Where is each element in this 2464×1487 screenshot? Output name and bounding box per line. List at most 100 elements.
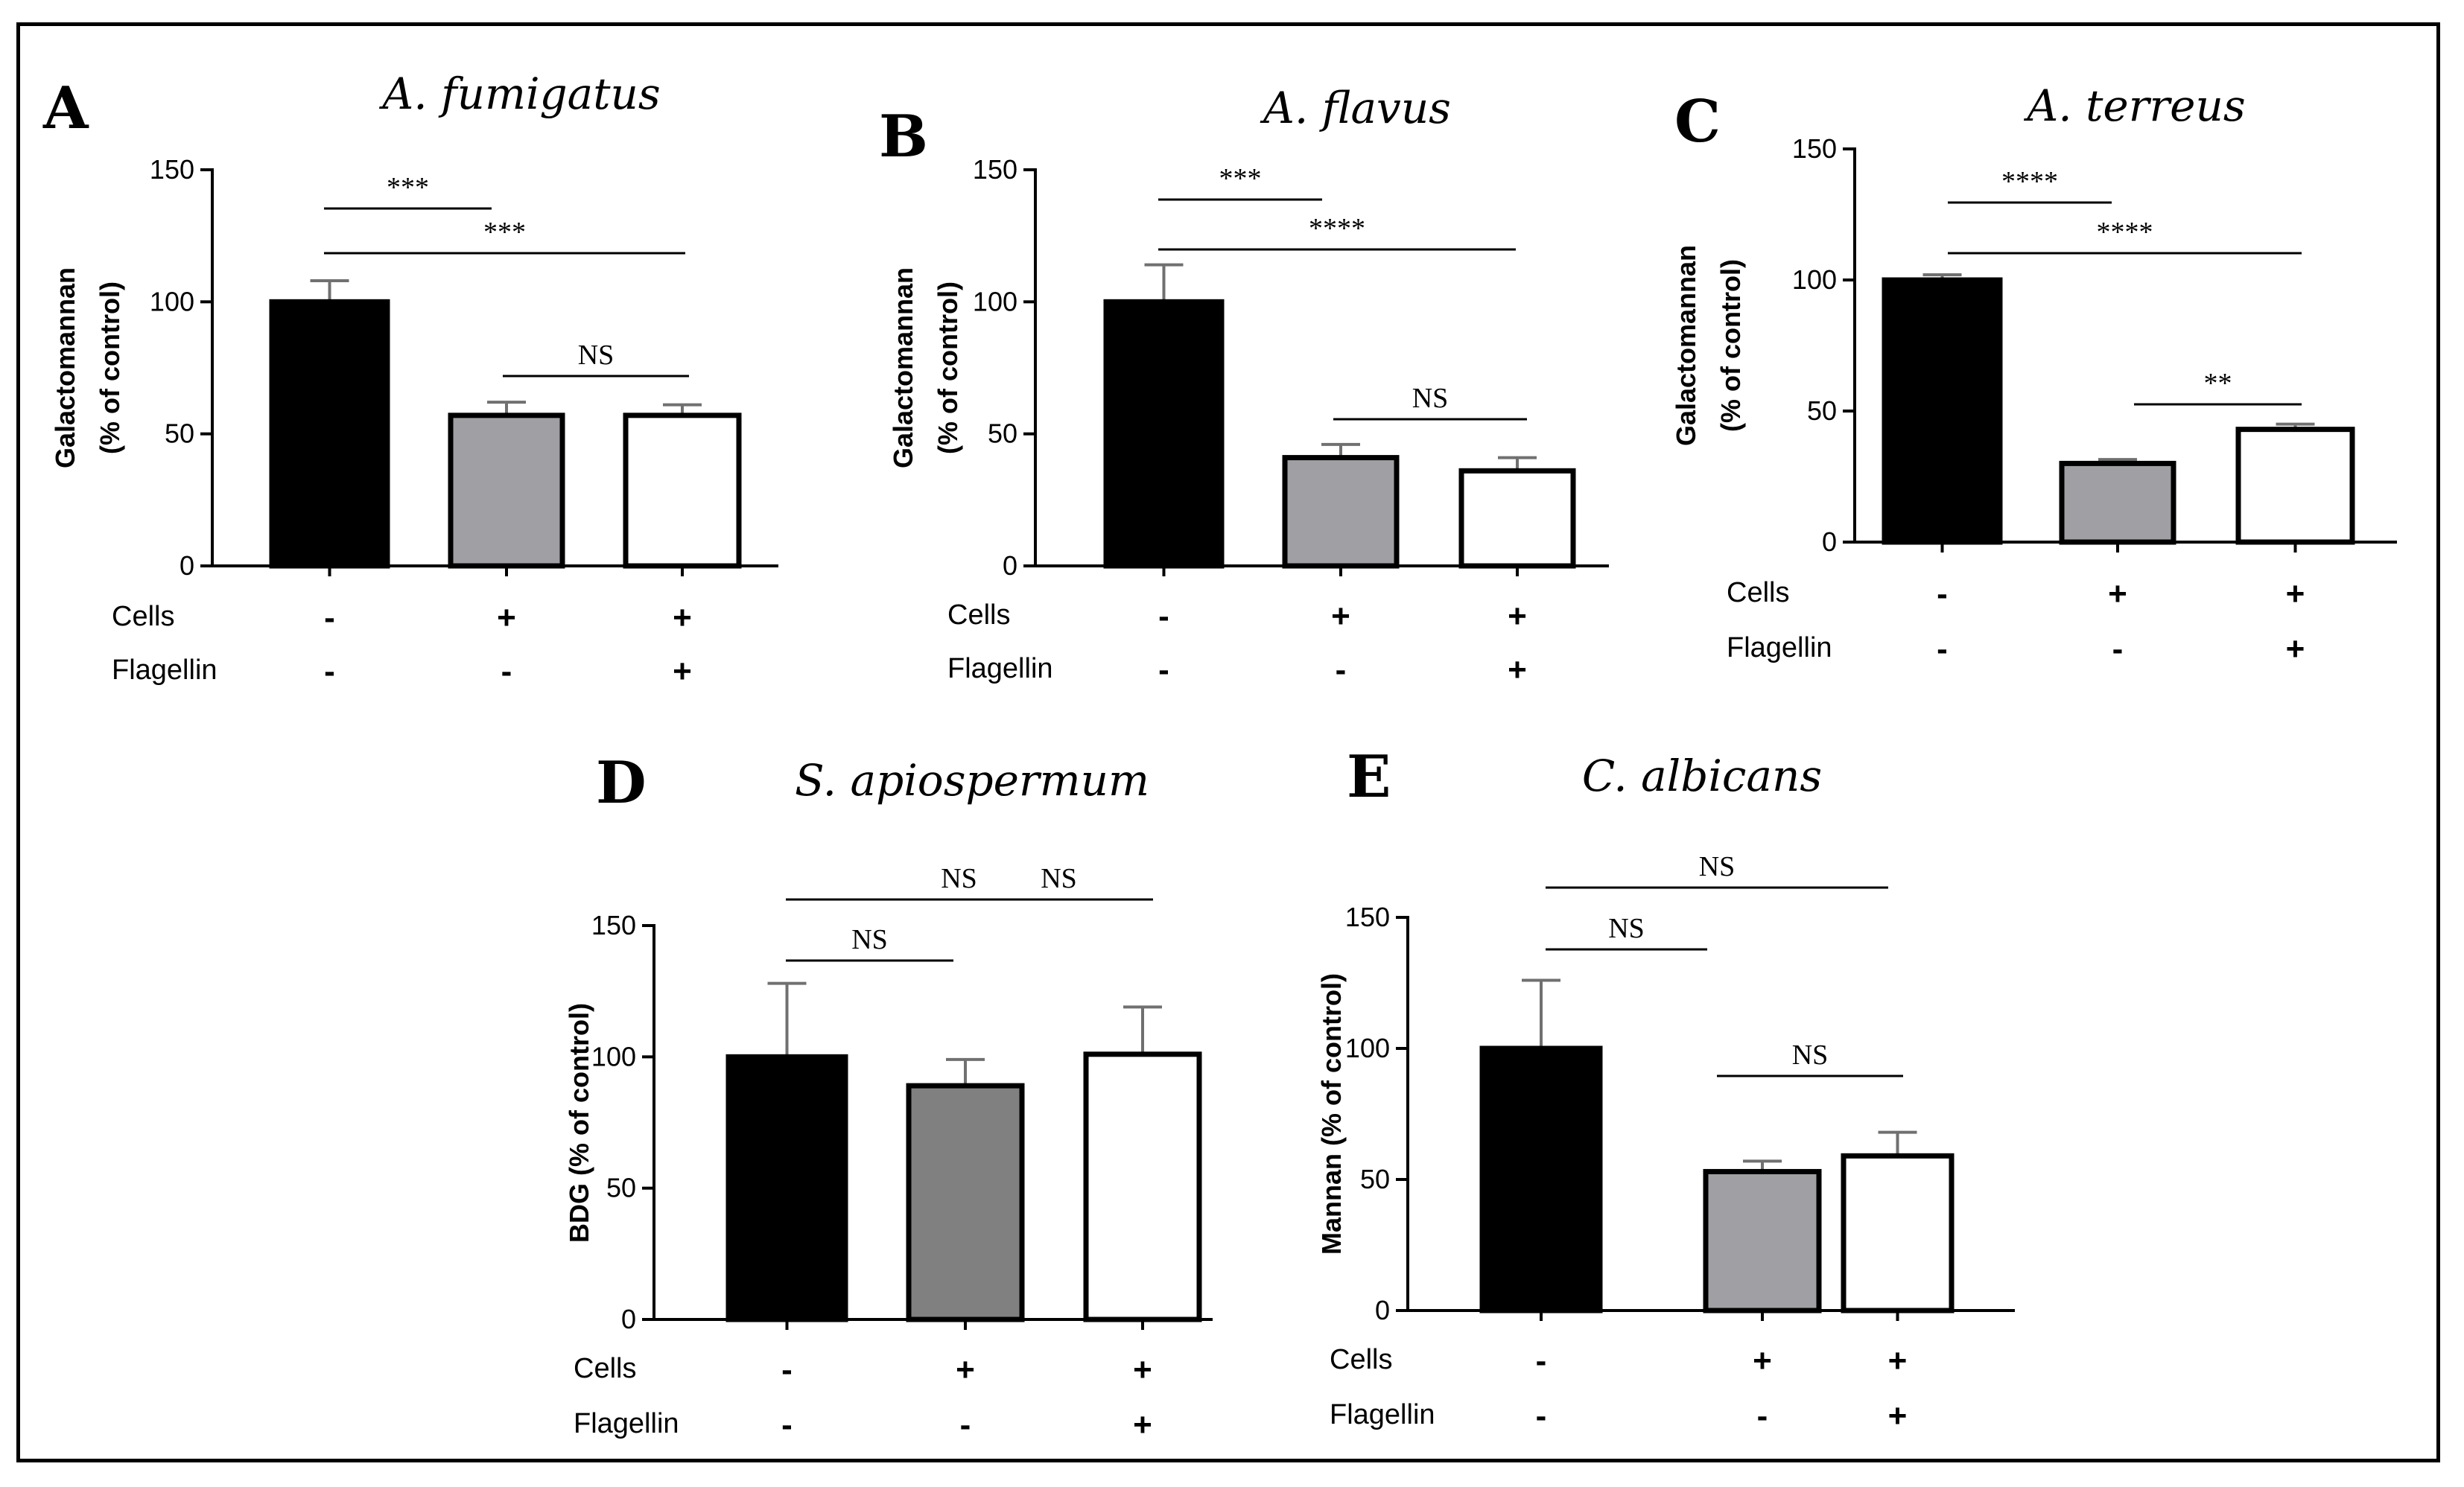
- y-tick-label: 150: [1792, 133, 1837, 164]
- significance-label: **: [2204, 368, 2232, 399]
- y-tick-label: 0: [1822, 526, 1837, 557]
- chart-panel-b: B A. flavus Galactomannan (% of control) 0 50…: [879, 83, 1609, 688]
- treatment-row-label: Flagellin: [112, 655, 217, 686]
- treatment-sign: +: [497, 599, 516, 636]
- treatment-sign: -: [2112, 631, 2124, 667]
- significance-label: ***: [483, 217, 526, 248]
- chart-panel-e: E C. albicans Mannan (% of control) 0 50 100 1…: [1316, 743, 2015, 1434]
- chart-title: A. flavus: [1260, 83, 1451, 133]
- treatment-sign: +: [1133, 1407, 1152, 1443]
- treatment-row-label: Flagellin: [947, 653, 1053, 684]
- bar: [1458, 468, 1576, 569]
- treatment-row-label: Flagellin: [1330, 1399, 1435, 1430]
- treatment-sign: -: [781, 1351, 793, 1388]
- bar: [269, 299, 390, 569]
- treatment-sign: -: [1536, 1398, 1547, 1434]
- bar: [1103, 299, 1225, 569]
- panel-letter: C: [1674, 88, 1721, 156]
- treatment-sign: +: [1888, 1398, 1908, 1434]
- y-tick-label: 100: [591, 1041, 636, 1072]
- bar: [1479, 1045, 1603, 1314]
- chart-panel-c: C A. terreus Galactomannan (% of control) 0 5…: [1671, 80, 2397, 667]
- treatment-sign: +: [673, 599, 692, 636]
- y-tick-label: 150: [973, 154, 1017, 185]
- treatment-row-label: Cells: [947, 599, 1010, 631]
- treatment-sign: -: [1158, 652, 1169, 688]
- significance-label: NS: [1608, 913, 1645, 944]
- chart-title: C. albicans: [1582, 751, 1822, 801]
- y-axis-label: (% of control): [933, 281, 963, 454]
- significance-label: ****: [2097, 217, 2153, 248]
- treatment-sign: +: [1888, 1343, 1908, 1379]
- bar: [2059, 460, 2176, 545]
- y-tick-label: 50: [1807, 395, 1837, 426]
- treatment-sign: -: [324, 653, 335, 690]
- treatment-sign: +: [956, 1351, 975, 1388]
- treatment-sign: +: [1508, 598, 1527, 634]
- treatment-sign: -: [1937, 631, 1948, 667]
- bar: [623, 413, 742, 569]
- y-tick-label: 0: [1003, 550, 1017, 581]
- treatment-sign: -: [501, 653, 512, 690]
- treatment-sign: +: [1331, 598, 1350, 634]
- treatment-row-label: Flagellin: [574, 1408, 679, 1439]
- significance-label: NS: [1041, 863, 1077, 894]
- y-tick-label: 100: [1792, 264, 1837, 295]
- y-axis-label: Galactomannan: [50, 267, 80, 468]
- treatment-row-label: Cells: [1330, 1344, 1392, 1375]
- y-tick-label: 150: [591, 910, 636, 940]
- treatment-sign: +: [2286, 576, 2305, 612]
- chart-title: A. terreus: [2023, 80, 2245, 131]
- treatment-row-label: Cells: [1727, 577, 1789, 608]
- treatment-row-label: Cells: [112, 601, 174, 632]
- y-tick-label: 50: [165, 418, 194, 449]
- bar: [725, 1054, 848, 1322]
- y-tick-label: 100: [973, 286, 1017, 316]
- treatment-sign: -: [1336, 652, 1347, 688]
- panel-letter: E: [1347, 743, 1391, 811]
- y-tick-label: 100: [150, 286, 194, 316]
- y-axis-label: (% of control): [1715, 259, 1746, 432]
- bar: [448, 413, 565, 569]
- chart-panel-a: A A. fumigatus Galactomannan (% of control)…: [42, 69, 778, 690]
- treatment-sign: +: [1508, 652, 1527, 688]
- y-axis-label: Galactomannan: [1671, 245, 1701, 446]
- bar: [1882, 277, 2003, 545]
- significance-label: ***: [387, 172, 429, 203]
- treatment-sign: +: [1133, 1351, 1152, 1388]
- treatment-sign: -: [1536, 1343, 1547, 1379]
- treatment-sign: -: [960, 1407, 971, 1443]
- panel-letter: B: [879, 103, 928, 171]
- y-tick-label: 50: [1360, 1164, 1390, 1194]
- treatment-sign: +: [2108, 576, 2127, 612]
- treatment-row-label: Flagellin: [1727, 632, 1832, 663]
- panel-letter: A: [42, 74, 89, 142]
- treatment-sign: -: [781, 1407, 793, 1443]
- y-axis-label: (% of control): [95, 281, 125, 454]
- bar: [1282, 455, 1400, 569]
- y-axis-label: Galactomannan: [888, 267, 918, 468]
- treatment-sign: +: [673, 653, 692, 690]
- y-tick-label: 150: [150, 154, 194, 185]
- y-tick-label: 0: [180, 550, 194, 581]
- panel-letter: D: [596, 749, 647, 817]
- treatment-sign: -: [1158, 598, 1169, 634]
- significance-label: NS: [1699, 851, 1736, 882]
- bar: [2235, 427, 2355, 545]
- y-axis-label: BDG (% of control): [564, 1003, 594, 1243]
- bar: [1703, 1168, 1822, 1314]
- significance-label: ****: [1309, 213, 1365, 244]
- significance-label: ***: [1219, 163, 1262, 194]
- significance-label: ****: [2001, 166, 2058, 197]
- significance-label: NS: [851, 924, 888, 955]
- bar: [1841, 1153, 1955, 1314]
- treatment-sign: -: [1757, 1398, 1768, 1434]
- y-tick-label: 100: [1345, 1033, 1390, 1063]
- treatment-sign: +: [1753, 1343, 1772, 1379]
- treatment-sign: +: [2286, 631, 2305, 667]
- bar: [1083, 1051, 1202, 1322]
- significance-label: NS: [578, 340, 615, 371]
- chart-title: A. fumigatus: [378, 69, 660, 119]
- treatment-sign: -: [1937, 576, 1948, 612]
